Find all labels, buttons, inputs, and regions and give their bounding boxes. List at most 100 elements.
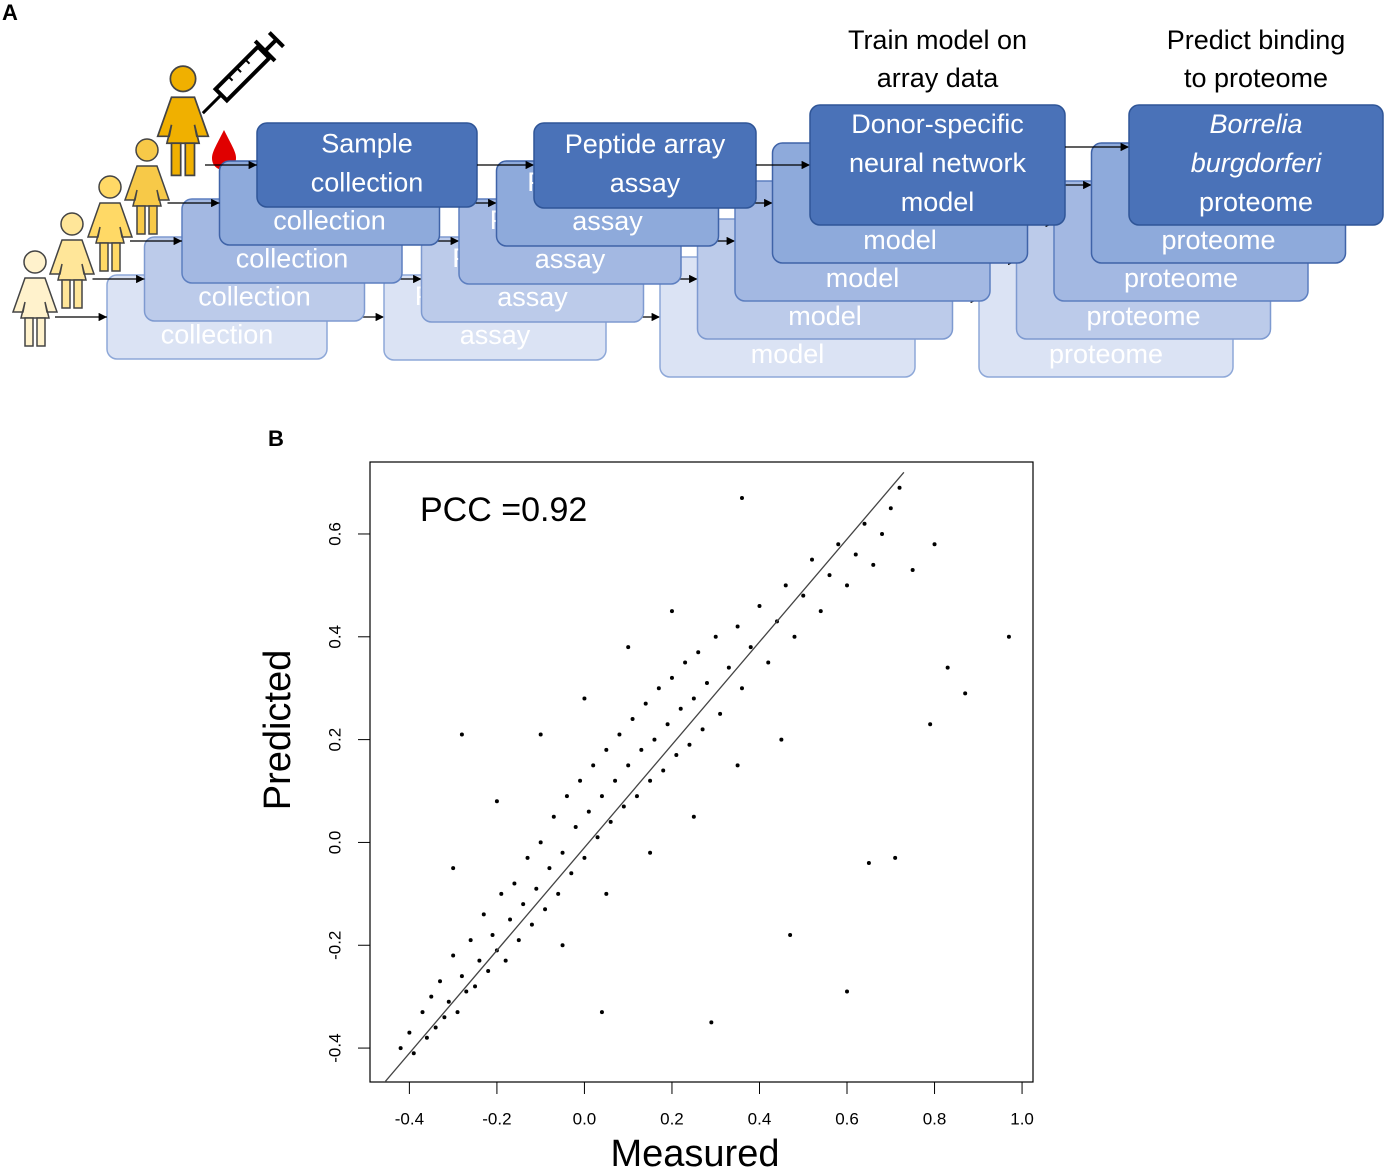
point: [639, 747, 644, 752]
step-box: [809, 104, 1066, 226]
point: [411, 1051, 416, 1056]
step-label: collection: [161, 320, 274, 350]
point: [543, 907, 548, 912]
point: [963, 691, 968, 696]
leg: [184, 142, 196, 177]
point: [459, 974, 464, 979]
point: [429, 994, 434, 999]
person: [123, 138, 171, 235]
point: [591, 763, 596, 768]
step-label: proteome: [1086, 301, 1200, 331]
point: [648, 850, 653, 855]
leg: [148, 205, 158, 235]
point: [433, 1025, 438, 1030]
step-label: Sample: [321, 129, 413, 159]
syringe: [201, 31, 285, 115]
scatter-plot: B PCC =0.92 Measured Predicted -0.4 -0.2 0…: [257, 426, 1034, 1173]
point: [621, 804, 626, 809]
person: [156, 65, 210, 177]
point: [459, 732, 464, 737]
point: [508, 917, 513, 922]
head: [60, 212, 84, 236]
step-header: Train model on: [848, 25, 1027, 55]
point: [709, 1020, 714, 1025]
x-tick-label: 0.6: [835, 1109, 859, 1128]
step-box: [1128, 104, 1384, 226]
step-label: Peptide array: [565, 129, 726, 159]
point: [468, 938, 473, 943]
head: [169, 65, 197, 93]
point: [599, 1010, 604, 1015]
point: [512, 881, 517, 886]
point: [862, 521, 867, 526]
x-tick-label: 0.0: [573, 1109, 597, 1128]
body: [156, 96, 210, 145]
point: [538, 840, 543, 845]
step-label: assay: [460, 320, 531, 350]
point: [569, 871, 574, 876]
point: [704, 681, 709, 686]
point: [534, 886, 539, 891]
step-label: assay: [535, 244, 606, 274]
y-tick-label: 0.6: [325, 522, 344, 546]
point: [521, 902, 526, 907]
point: [928, 722, 933, 727]
point: [683, 660, 688, 665]
panel-label: B: [268, 426, 284, 451]
point: [801, 593, 806, 598]
point: [538, 732, 543, 737]
point: [788, 932, 793, 937]
point: [595, 835, 600, 840]
point: [499, 891, 504, 896]
fit-line: [384, 471, 905, 1082]
point: [757, 603, 762, 608]
point: [634, 794, 639, 799]
step-label: collection: [236, 244, 349, 274]
point: [792, 634, 797, 639]
point: [726, 665, 731, 670]
point: [718, 711, 723, 716]
point: [845, 583, 850, 588]
x-axis-label: Measured: [611, 1133, 780, 1173]
point: [735, 624, 740, 629]
point: [691, 814, 696, 819]
step-label: assay: [610, 168, 681, 198]
y-tick-label: -0.2: [325, 931, 344, 960]
point: [420, 1010, 425, 1015]
plot-frame: [369, 461, 1034, 1083]
body: [48, 239, 96, 281]
point: [871, 562, 876, 567]
step-label: burgdorferi: [1191, 148, 1323, 178]
point: [481, 912, 486, 917]
point: [696, 650, 701, 655]
donors: [11, 31, 285, 347]
body: [123, 165, 171, 207]
point: [853, 552, 858, 557]
leg: [170, 142, 182, 177]
x-tick-label: 0.4: [748, 1109, 772, 1128]
point: [648, 778, 653, 783]
point: [604, 747, 609, 752]
point: [442, 1015, 447, 1020]
point: [818, 609, 823, 614]
y-tick-label: 0.0: [325, 831, 344, 855]
pipeline: Sample collection Peptide array assay Donor-…: [55, 25, 1384, 378]
point: [630, 717, 635, 722]
point: [713, 634, 718, 639]
point: [897, 485, 902, 490]
point: [438, 979, 443, 984]
head: [135, 138, 159, 162]
point: [766, 660, 771, 665]
step-label: collection: [273, 206, 386, 236]
point: [424, 1035, 429, 1040]
point: [739, 686, 744, 691]
step-header: Predict binding: [1167, 25, 1346, 55]
person: [86, 175, 134, 272]
point: [451, 866, 456, 871]
point: [691, 696, 696, 701]
point: [945, 665, 950, 670]
step-label: Borrelia: [1209, 109, 1302, 139]
y-axis-label: Predicted: [257, 650, 299, 811]
point: [608, 819, 613, 824]
point: [836, 542, 841, 547]
